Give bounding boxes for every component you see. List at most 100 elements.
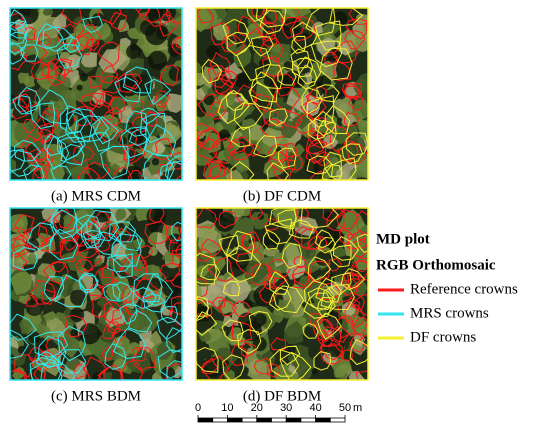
reference-crown [77, 166, 100, 180]
segmented-crown [10, 313, 37, 341]
reference-crown [22, 26, 36, 41]
reference-crown [128, 253, 146, 271]
segmented-crown [218, 235, 240, 258]
reference-crown [231, 300, 251, 318]
panel-border [9, 7, 183, 181]
canopy [351, 99, 368, 121]
reference-crown [74, 259, 93, 274]
reference-crown [111, 305, 131, 327]
segmented-crown [288, 219, 314, 239]
reference-crown [305, 139, 328, 163]
canopy [343, 123, 359, 139]
reference-crown [171, 36, 182, 56]
segmented-crown [30, 102, 56, 130]
reference-crown [14, 93, 30, 113]
segmented-crown [313, 351, 332, 371]
canopy [96, 296, 107, 307]
reference-crown [165, 8, 182, 24]
segmented-crown [262, 229, 281, 250]
segmented-crown [57, 349, 87, 374]
reference-crown [10, 234, 30, 259]
segmented-crown [10, 149, 40, 177]
reference-crown [30, 279, 56, 305]
reference-crown [344, 303, 365, 328]
reference-crown [82, 356, 108, 380]
legend-subtitle: RGB Orthomosaic [376, 257, 496, 273]
canopy [356, 13, 368, 25]
segmented-crown [57, 325, 86, 362]
canopy [115, 208, 127, 222]
reference-crown [337, 140, 359, 163]
segmented-crown [196, 311, 218, 336]
canopy [196, 87, 206, 101]
segmented-crown [133, 273, 163, 303]
reference-crown [251, 8, 265, 18]
reference-crown [210, 22, 230, 46]
scale-unit: m [353, 402, 362, 414]
shadow-gap [69, 307, 85, 322]
reference-crown [22, 224, 49, 250]
reference-crown [232, 321, 253, 343]
segmented-crown [132, 287, 157, 310]
segmented-crown [303, 292, 333, 319]
scale-label: 20 [251, 402, 263, 414]
reference-crown [336, 315, 356, 339]
canopy [232, 208, 251, 217]
segmented-crown [200, 264, 221, 281]
reference-crown [293, 226, 318, 249]
segmented-crown [140, 107, 161, 125]
reference-crown [149, 208, 165, 223]
segmented-crown [35, 23, 64, 50]
segmented-crown [306, 95, 335, 128]
shadow-gap [122, 165, 145, 180]
reference-crown [344, 83, 362, 101]
reference-crown [209, 52, 231, 76]
shadow-gap [323, 211, 332, 220]
canopy [10, 271, 33, 296]
canopy [299, 302, 328, 328]
segmented-crown [120, 126, 148, 159]
reference-crown [37, 34, 51, 47]
segmented-crown [300, 208, 339, 229]
shadow-gap [10, 353, 15, 361]
shadow-gap [79, 73, 88, 82]
scale-segment [226, 417, 243, 423]
shadow-gap [311, 368, 318, 375]
reference-crown [220, 34, 246, 54]
panel-caption: (a) MRS CDM [51, 188, 141, 204]
canopy [105, 306, 126, 328]
canopy [294, 355, 316, 380]
reference-crown [291, 265, 310, 287]
reference-crown [97, 41, 120, 67]
segmented-crown [259, 9, 286, 35]
segmented-crown [166, 160, 182, 180]
reference-crown [262, 31, 277, 47]
canopy [42, 8, 54, 16]
shadow-gap [70, 328, 79, 337]
segmented-crown [323, 151, 343, 178]
canopy [117, 19, 130, 33]
reference-crown [310, 170, 325, 180]
reference-crown [197, 8, 214, 24]
segmented-crown [125, 110, 148, 137]
reference-crown [171, 247, 182, 267]
reference-crown [97, 364, 122, 380]
segmented-crown [157, 349, 182, 379]
reference-crown [308, 144, 327, 165]
segmented-crown [296, 56, 322, 85]
segmented-crown [12, 95, 32, 115]
shadow-gap [315, 251, 331, 266]
reference-crown [43, 260, 69, 284]
segmented-crown [40, 355, 76, 380]
reference-crown [309, 260, 330, 284]
canopy [98, 48, 128, 74]
segmented-crown [302, 322, 319, 339]
reference-crown [41, 288, 56, 305]
orthomosaic-panel [10, 208, 182, 380]
segmented-crown [340, 268, 366, 291]
reference-crown [175, 244, 182, 259]
reference-crown [317, 333, 333, 347]
canopy [213, 320, 226, 330]
segmented-crown [279, 345, 301, 366]
shadow-gap [126, 44, 141, 59]
